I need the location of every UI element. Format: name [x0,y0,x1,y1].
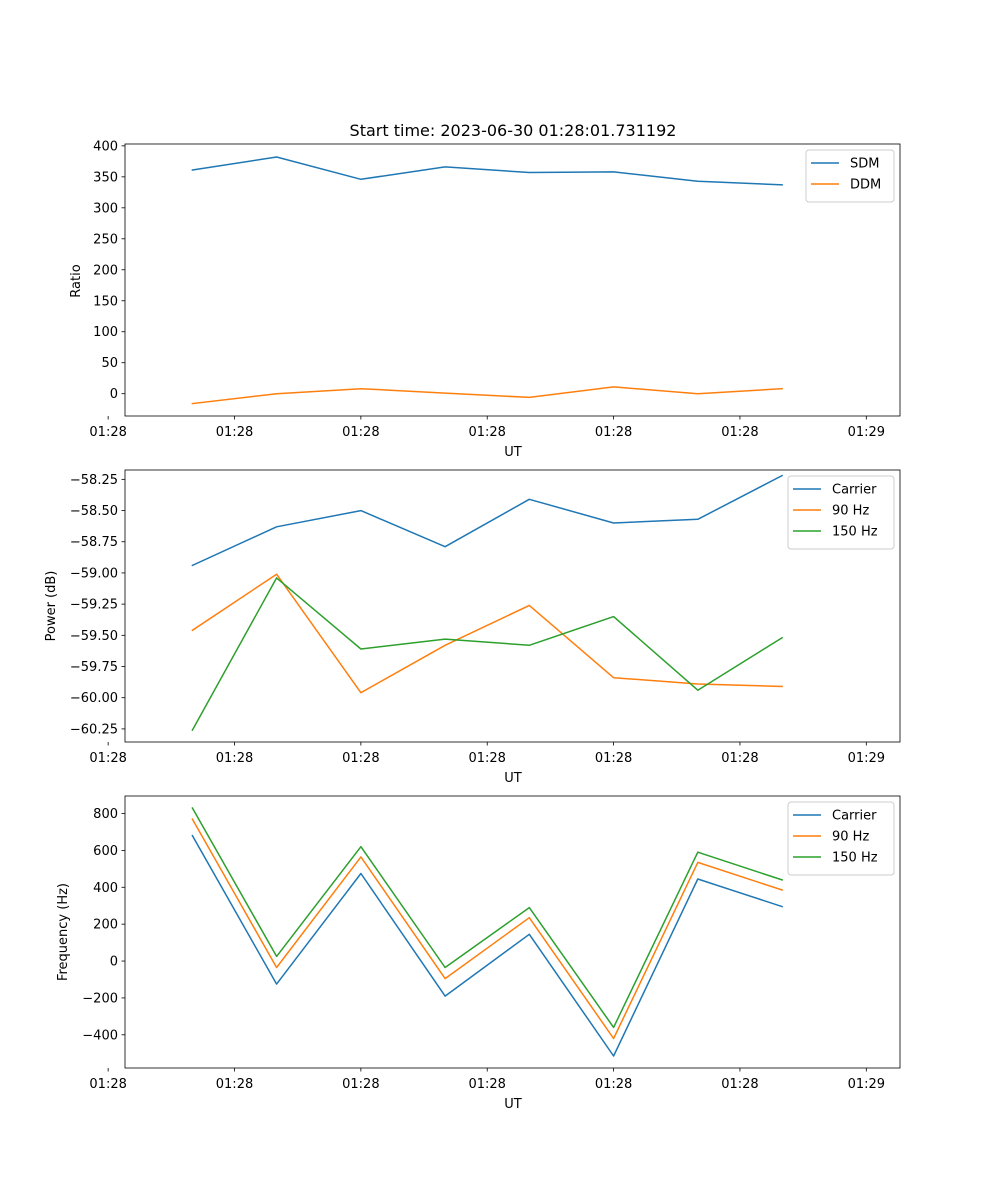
power-legend-label: Carrier [832,483,877,498]
ratio-series-line-sdm [191,156,783,186]
power-x-tick-label: 01:28 [595,751,632,766]
ratio-legend-label: SDM [850,157,879,172]
ratio-series-line-ddm [191,386,783,405]
frequency-legend-label: 90 Hz [832,830,869,845]
power-x-tick-label: 01:28 [721,751,758,766]
power-legend-label: 150 Hz [832,525,878,540]
ratio-y-tick-label: 300 [93,201,118,216]
ratio-x-tick-label: 01:28 [595,425,632,440]
frequency-panel: −400 −200 0 200 400 600 800 01:28 01:28 01:28 01:2… [56,795,901,1112]
frequency-y-tick-label: 600 [93,844,118,859]
ratio-y-axis-label: Ratio [69,264,84,297]
ratio-plot-area: 0 50 100 150 200 250 300 350 400 01:28 01:28 01:28 0… [89,139,901,440]
power-x-tick-label: 01:28 [216,751,253,766]
frequency-series-line-90-hz [191,818,784,1040]
ratio-x-tick-label: 01:28 [89,425,126,440]
frequency-axes-frame [124,795,901,1069]
frequency-x-tick-label: 01:28 [89,1077,126,1092]
power-plot-area: −60.25 −60.00 −59.75 −59.50 −59.25 −59.00 −58.… [70,469,901,766]
power-x-tick-label: 01:28 [468,751,505,766]
frequency-y-tick-label: 800 [93,807,118,822]
frequency-x-axis-label: UT [504,1097,522,1112]
frequency-x-tick-label: 01:28 [595,1077,632,1092]
ratio-y-tick-label: 0 [110,387,118,402]
power-y-tick-label: −59.75 [70,660,118,675]
ratio-x-axis-label: UT [504,445,522,460]
power-y-tick-label: −59.25 [70,598,118,613]
frequency-x-tick-label: 01:29 [848,1077,885,1092]
ratio-y-tick-label: 150 [93,294,118,309]
power-x-tick-label: 01:29 [848,751,885,766]
ratio-panel: Start time: 2023-06-30 01:28:01.731192 0… [69,121,901,460]
power-y-tick-label: −59.00 [70,566,118,581]
power-y-tick-label: −60.25 [70,722,118,737]
power-y-axis-label: Power (dB) [44,571,59,642]
power-y-tick-label: −58.75 [70,535,118,550]
power-series-line-carrier [191,474,784,567]
power-series-line-90-hz [191,573,783,694]
ratio-x-tick-label: 01:28 [216,425,253,440]
power-x-tick-label: 01:28 [342,751,379,766]
frequency-x-tick-label: 01:28 [342,1077,379,1092]
power-x-tick-label: 01:28 [89,751,126,766]
chart-title: Start time: 2023-06-30 01:28:01.731192 [350,121,677,140]
ratio-x-tick-label: 01:28 [342,425,379,440]
power-y-tick-label: −58.50 [70,504,118,519]
ratio-y-tick-label: 200 [93,263,118,278]
frequency-y-tick-label: −400 [82,1028,118,1043]
ratio-y-tick-label: 250 [93,232,118,247]
frequency-plot-area: −400 −200 0 200 400 600 800 01:28 01:28 01:28 01:2… [82,795,901,1092]
power-y-tick-label: −59.50 [70,629,118,644]
power-y-tick-label: −58.25 [70,473,118,488]
frequency-series-line-150-hz [191,806,784,1029]
frequency-series-line-carrier [191,834,784,1057]
ratio-y-tick-label: 350 [93,170,118,185]
ratio-x-tick-label: 01:28 [468,425,505,440]
frequency-y-tick-label: 400 [93,881,118,896]
frequency-y-tick-label: 0 [110,955,118,970]
ratio-axes-frame [124,143,901,417]
ratio-x-tick-label: 01:28 [721,425,758,440]
ratio-y-tick-label: 400 [93,139,118,154]
frequency-y-tick-label: 200 [93,918,118,933]
frequency-y-tick-label: −200 [82,991,118,1006]
ratio-legend-label: DDM [850,178,881,193]
frequency-x-tick-label: 01:28 [721,1077,758,1092]
power-axes-frame [124,469,901,743]
power-x-axis-label: UT [504,771,522,786]
frequency-x-tick-label: 01:28 [216,1077,253,1092]
frequency-legend-label: 150 Hz [832,851,878,866]
ratio-y-tick-label: 50 [101,356,118,371]
frequency-x-tick-label: 01:28 [468,1077,505,1092]
frequency-y-axis-label: Frequency (Hz) [56,883,71,981]
power-legend-label: 90 Hz [832,504,869,519]
ratio-y-tick-label: 100 [93,325,118,340]
power-series-line-150-hz [191,577,784,732]
power-panel: −60.25 −60.00 −59.75 −59.50 −59.25 −59.00 −58.… [44,469,901,786]
frequency-legend-label: Carrier [832,809,877,824]
ratio-x-tick-label: 01:29 [848,425,885,440]
power-y-tick-label: −60.00 [70,691,118,706]
